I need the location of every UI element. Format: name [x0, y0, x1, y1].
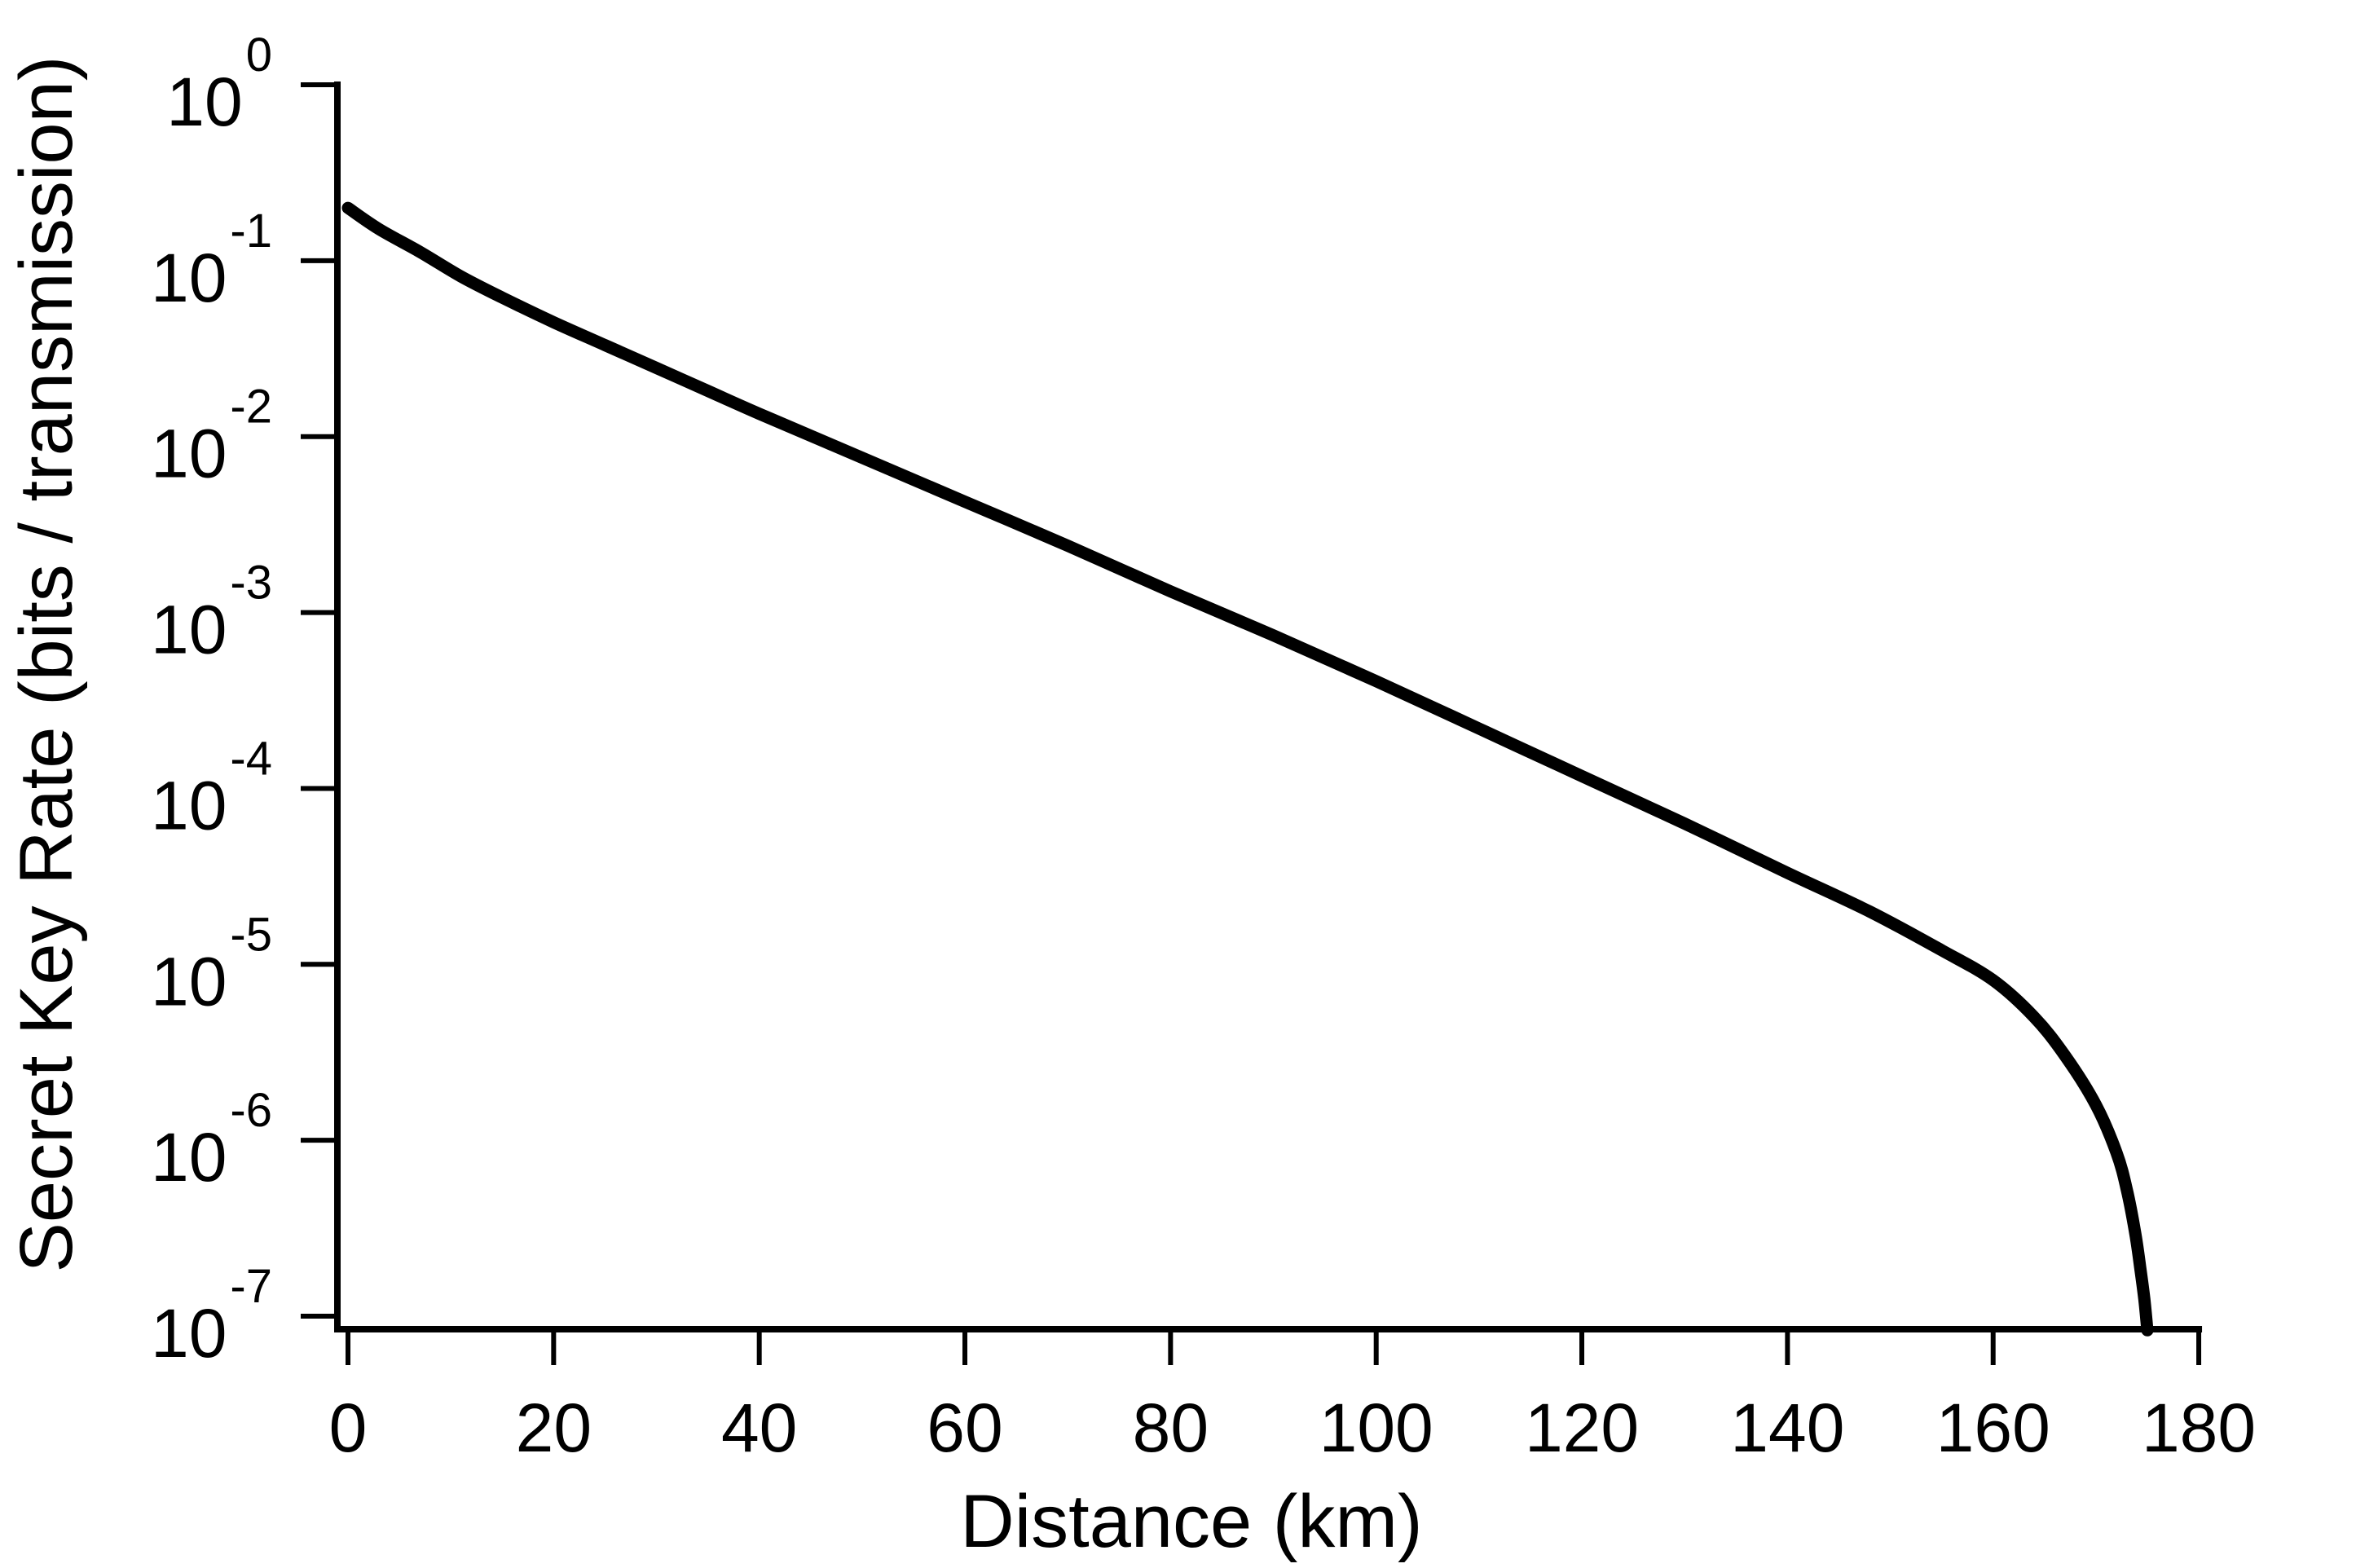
x-tick-label: 0 — [329, 1390, 368, 1466]
x-tick-label: 20 — [516, 1390, 592, 1466]
x-tick-label: 60 — [927, 1390, 1002, 1466]
x-tick-label: 180 — [2142, 1390, 2256, 1466]
y-tick-label: 10-4 — [151, 732, 272, 843]
y-tick-label: 100 — [166, 29, 272, 140]
y-tick-label: 10-1 — [151, 205, 272, 316]
y-axis: 100 10-1 10-2 10-3 10-4 10-5 10-6 10-7 — [151, 29, 341, 1372]
y-tick-label: 10-7 — [151, 1260, 272, 1372]
y-axis-title: Secret Key Rate (bits / transmission) — [5, 56, 88, 1273]
x-axis: 0 20 40 60 80 100 120 140 160 180 — [329, 1326, 2256, 1466]
x-tick-label: 80 — [1133, 1390, 1209, 1466]
x-tick-label: 160 — [1936, 1390, 2050, 1466]
x-tick-label: 40 — [721, 1390, 797, 1466]
rate-curve — [341, 201, 2154, 1337]
y-tick-label: 10-5 — [151, 908, 272, 1020]
y-tick-label: 10-3 — [151, 557, 272, 668]
x-axis-title: Distance (km) — [960, 1480, 1422, 1563]
x-tick-label: 100 — [1319, 1390, 1433, 1466]
y-tick-label: 10-2 — [151, 381, 272, 492]
x-tick-label: 120 — [1525, 1390, 1639, 1466]
y-tick-label: 10-6 — [151, 1084, 272, 1196]
x-tick-label: 140 — [1730, 1390, 1844, 1466]
